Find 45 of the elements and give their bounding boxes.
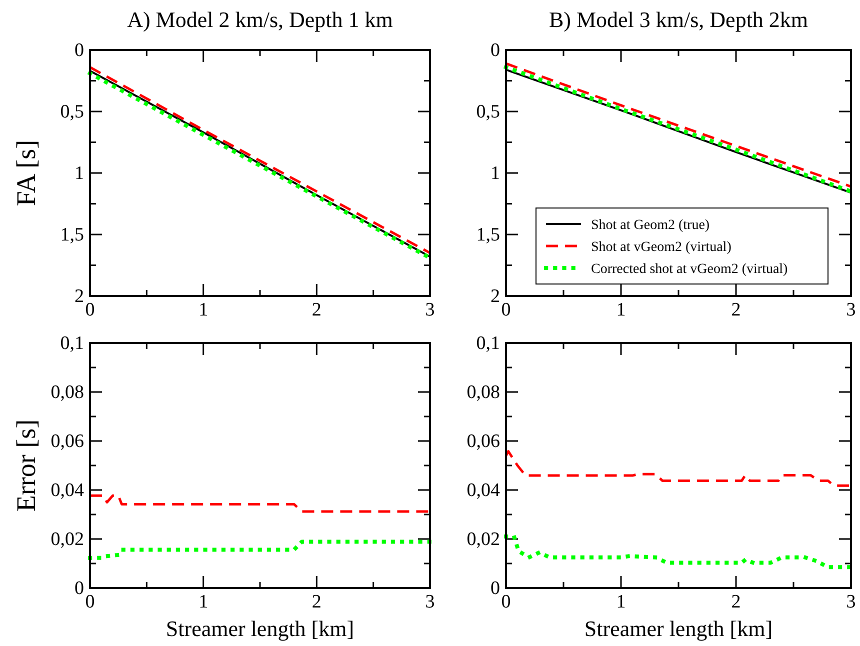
x-tick-label: 1 — [198, 591, 208, 612]
y-tick-label: 2 — [490, 286, 500, 308]
y-tick-label: 0,08 — [50, 382, 84, 404]
y-tick-label: 0,5 — [60, 102, 84, 123]
y-tick-label: 0,04 — [466, 480, 500, 502]
x-tick-label: 3 — [846, 299, 856, 320]
y-tick-label: 0,08 — [466, 382, 500, 404]
x-axis-title: Streamer length [km] — [166, 616, 354, 641]
y-tick-label: 0,02 — [466, 529, 500, 550]
y-tick-label: 0,06 — [466, 431, 500, 452]
x-tick-label: 2 — [312, 299, 322, 320]
y-tick-label: 0,1 — [60, 333, 84, 354]
x-tick-label: 2 — [731, 591, 741, 612]
chart-title: A) Model 2 km/s, Depth 1 km — [127, 7, 393, 32]
y-axis-title: Error [s] — [11, 419, 41, 512]
y-tick-label: 0 — [74, 578, 84, 600]
y-tick-label: 0,04 — [50, 480, 84, 502]
y-tick-label: 0,02 — [50, 529, 84, 550]
y-tick-label: 0 — [490, 578, 500, 600]
x-tick-label: 3 — [425, 591, 435, 612]
x-tick-label: 1 — [198, 299, 208, 320]
x-tick-label: 2 — [312, 591, 322, 612]
y-tick-label: 1,5 — [60, 224, 84, 246]
y-tick-label: 0,06 — [50, 431, 84, 452]
y-tick-label: 0,1 — [476, 333, 500, 354]
y-tick-label: 1,5 — [476, 224, 500, 246]
legend-label: Shot at vGeom2 (virtual) — [591, 240, 732, 255]
y-tick-label: 2 — [74, 286, 84, 308]
x-axis-title: Streamer length [km] — [584, 616, 773, 641]
x-tick-label: 2 — [731, 299, 741, 320]
y-tick-label: 0 — [490, 40, 500, 62]
y-tick-label: 1 — [490, 163, 500, 184]
line-series — [504, 534, 853, 570]
y-tick-label: 0 — [74, 40, 84, 62]
x-tick-label: 3 — [425, 299, 435, 320]
legend-label: Shot at Geom2 (true) — [591, 218, 710, 233]
x-tick-label: 1 — [616, 591, 626, 612]
y-tick-label: 0,5 — [476, 102, 500, 123]
chart-title: B) Model 3 km/s, Depth 2km — [548, 7, 808, 32]
y-axis-title: FA [s] — [11, 140, 41, 206]
y-tick-label: 1 — [74, 163, 84, 184]
legend-label: Corrected shot at vGeom2 (virtual) — [591, 262, 788, 277]
x-tick-label: 3 — [846, 591, 856, 612]
x-tick-label: 1 — [616, 299, 626, 320]
line-series — [88, 540, 432, 560]
